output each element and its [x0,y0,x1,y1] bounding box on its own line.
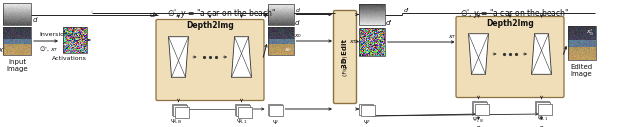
Bar [63,27,87,53]
Bar [268,104,282,115]
Bar [360,105,374,116]
Text: $x_0'$: $x_0'$ [586,28,595,38]
Text: $\Psi^e_{i,N}$: $\Psi^e_{i,N}$ [472,115,483,124]
Text: $\mathcal{Q}$: $\mathcal{Q}$ [538,125,545,127]
Text: $x_T$: $x_T$ [448,33,456,41]
Bar [538,104,552,115]
Text: $x_0$: $x_0$ [284,46,292,54]
Text: $\Psi_{i,N}$: $\Psi_{i,N}$ [170,118,183,126]
Bar [269,105,283,116]
Text: $\Psi_{i,1}$: $\Psi_{i,1}$ [537,115,548,123]
Bar [173,105,187,116]
Text: Edited
Image: Edited Image [570,64,593,77]
Bar [172,104,186,115]
Text: d: d [150,12,154,18]
Bar [234,104,248,115]
Bar [3,27,31,55]
Text: (Fig. 5): (Fig. 5) [342,56,348,76]
Polygon shape [232,37,252,77]
Text: Activations: Activations [52,56,86,61]
Bar [359,104,373,115]
Text: $\Psi$': $\Psi$' [363,118,371,126]
Text: Input
Image: Input Image [6,59,28,72]
Polygon shape [168,37,188,77]
Text: d: d [33,17,38,23]
Text: d': d' [386,20,392,26]
Text: d': d' [404,9,410,13]
Bar [568,26,595,60]
Text: Depth2Img: Depth2Img [486,19,534,28]
Text: $x_0$: $x_0$ [294,32,303,40]
FancyBboxPatch shape [456,17,564,98]
Text: x: x [0,47,2,53]
Text: $\emptyset$', $x_T$: $\emptyset$', $x_T$ [39,44,59,54]
Bar [236,105,250,116]
Bar [268,27,294,55]
Text: d: d [296,9,300,13]
Bar [237,107,252,117]
FancyBboxPatch shape [333,11,356,104]
Bar [472,100,486,112]
Text: $\emptyset$', $y$ = "a car on the beach": $\emptyset$', $y$ = "a car on the beach" [168,7,276,20]
Text: Inversion: Inversion [39,32,68,37]
Bar [474,104,488,115]
Text: Depth2Img: Depth2Img [186,21,234,30]
Bar [534,100,548,112]
Polygon shape [532,34,552,74]
Text: d: d [294,20,299,26]
Bar [268,4,294,25]
Text: 3D Edit: 3D Edit [342,38,348,67]
Polygon shape [468,34,488,74]
Text: $x_T$: $x_T$ [349,38,358,46]
FancyBboxPatch shape [156,20,264,100]
Bar [3,3,31,25]
Text: $\emptyset$', $y$ = "a car on the beach": $\emptyset$', $y$ = "a car on the beach" [460,7,570,20]
Bar [359,4,385,25]
Text: $\Psi$: $\Psi$ [273,118,278,126]
Bar [473,102,487,113]
Bar [175,107,189,117]
Text: $\Psi_{i,1}$: $\Psi_{i,1}$ [236,118,248,126]
Bar [536,102,550,113]
Text: $\mathcal{Q}$: $\mathcal{Q}$ [476,125,482,127]
Bar [359,28,385,56]
